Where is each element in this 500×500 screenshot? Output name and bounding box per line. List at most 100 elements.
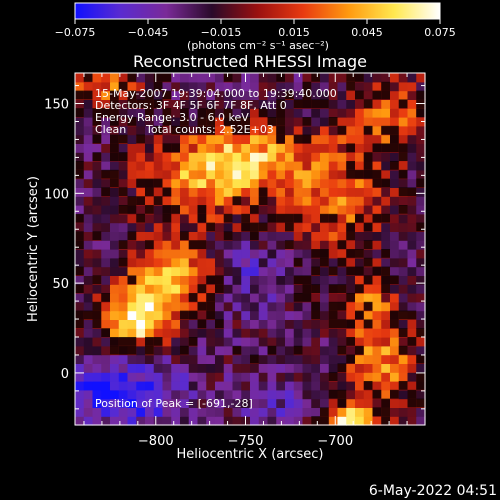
- heatmap-cell: [381, 169, 391, 180]
- heatmap-cell: [293, 416, 304, 426]
- heatmap-outline: [250, 354, 259, 364]
- heatmap-cell: [337, 161, 347, 171]
- heatmap-cell: [285, 416, 295, 426]
- heatmap-cell: [206, 99, 216, 109]
- heatmap-cell: [83, 389, 94, 400]
- heatmap-outline: [75, 90, 84, 100]
- heatmap-cell: [355, 337, 365, 347]
- heatmap-cell: [110, 284, 120, 294]
- heatmap-cell: [171, 81, 181, 92]
- heatmap-cell: [372, 293, 382, 303]
- heatmap-cell: [153, 398, 164, 408]
- heatmap-cell: [241, 337, 251, 347]
- heatmap-cell: [136, 117, 146, 127]
- heatmap-cell: [416, 81, 426, 92]
- heatmap-outline: [381, 249, 390, 258]
- heatmap-cell: [390, 222, 400, 232]
- heatmap-outline: [197, 125, 207, 135]
- heatmap-outline: [101, 328, 110, 337]
- heatmap-outline: [127, 205, 137, 214]
- heatmap-cell: [215, 90, 225, 100]
- heatmap-cell: [110, 407, 120, 417]
- heatmap-cell: [110, 205, 120, 215]
- heatmap-cell: [75, 257, 85, 268]
- heatmap-cell: [75, 293, 85, 303]
- heatmap-cell: [206, 161, 216, 171]
- heatmap-cell: [101, 161, 111, 171]
- heatmap-cell: [337, 187, 347, 197]
- heatmap-cell: [407, 81, 417, 92]
- heatmap-outline: [232, 345, 242, 355]
- heatmap-cell: [285, 337, 295, 347]
- plot-frame: [74, 72, 426, 426]
- heatmap-cell: [118, 381, 129, 391]
- heatmap-cell: [101, 301, 111, 312]
- heatmap-cell: [206, 284, 216, 294]
- heatmap-outline: [302, 81, 312, 91]
- heatmap-cell: [110, 213, 120, 224]
- heatmap-cell: [215, 213, 225, 224]
- heatmap-outline: [206, 108, 215, 117]
- heatmap-cell: [276, 407, 286, 417]
- heatmap-cell: [118, 389, 129, 400]
- y-tick-label: 0: [61, 367, 69, 382]
- heatmap-cell: [197, 249, 207, 259]
- heatmap-cell: [127, 293, 137, 303]
- heatmap-cell: [241, 169, 251, 180]
- heatmap-cell: [101, 345, 111, 356]
- heatmap-cell: [390, 169, 400, 180]
- heatmap-cell: [267, 354, 277, 364]
- heatmap-cell: [302, 381, 312, 391]
- heatmap-cell: [311, 389, 321, 400]
- heatmap-cell: [372, 345, 382, 356]
- heatmap-outline: [328, 301, 338, 311]
- heatmap-cell: [162, 354, 172, 364]
- heatmap-cell: [136, 205, 146, 215]
- heatmap-cell: [180, 187, 190, 197]
- heatmap-outline: [136, 213, 145, 223]
- heatmap-cell: [355, 187, 365, 197]
- heatmap-outline: [223, 73, 233, 82]
- heatmap-cell: [241, 99, 251, 109]
- heatmap-cell: [398, 178, 409, 188]
- heatmap-cell: [136, 169, 146, 180]
- heatmap-cell: [320, 108, 330, 118]
- heatmap-cell: [372, 301, 382, 312]
- heatmap-cell: [75, 187, 85, 197]
- heatmap-cell: [206, 266, 216, 276]
- heatmap-cell: [206, 178, 216, 188]
- heatmap-cell: [337, 381, 347, 391]
- heatmap-cell: [232, 354, 242, 364]
- heatmap-cell: [293, 222, 304, 232]
- heatmap-cell: [381, 301, 391, 312]
- heatmap-cell: [407, 178, 417, 188]
- heatmap-cell: [355, 319, 365, 329]
- heatmap-cell: [162, 231, 172, 241]
- heatmap-cell: [162, 240, 172, 250]
- heatmap-outline: [215, 284, 224, 293]
- heatmap-cell: [250, 99, 260, 109]
- heatmap-cell: [328, 152, 339, 162]
- heatmap-cell: [118, 372, 129, 382]
- heatmap-outline: [337, 125, 347, 135]
- heatmap-outline: [328, 117, 338, 126]
- y-tick-label: 50: [52, 277, 69, 292]
- heatmap-cell: [381, 240, 391, 250]
- heatmap-cell: [407, 213, 417, 224]
- heatmap-cell: [258, 301, 269, 312]
- heatmap-outline: [171, 143, 180, 153]
- heatmap-cell: [398, 73, 409, 83]
- heatmap-cell: [250, 407, 260, 417]
- heatmap-outline: [153, 178, 163, 188]
- heatmap-cell: [250, 143, 260, 153]
- heatmap-cell: [223, 134, 234, 144]
- heatmap-cell: [337, 134, 347, 144]
- heatmap-cell: [180, 143, 190, 153]
- heatmap-cell: [328, 81, 339, 92]
- heatmap-outline: [118, 240, 128, 249]
- heatmap-cell: [171, 240, 181, 250]
- heatmap-cell: [215, 134, 225, 144]
- heatmap-cell: [118, 266, 129, 276]
- heatmap-cell: [188, 169, 199, 180]
- heatmap-cell: [92, 99, 102, 109]
